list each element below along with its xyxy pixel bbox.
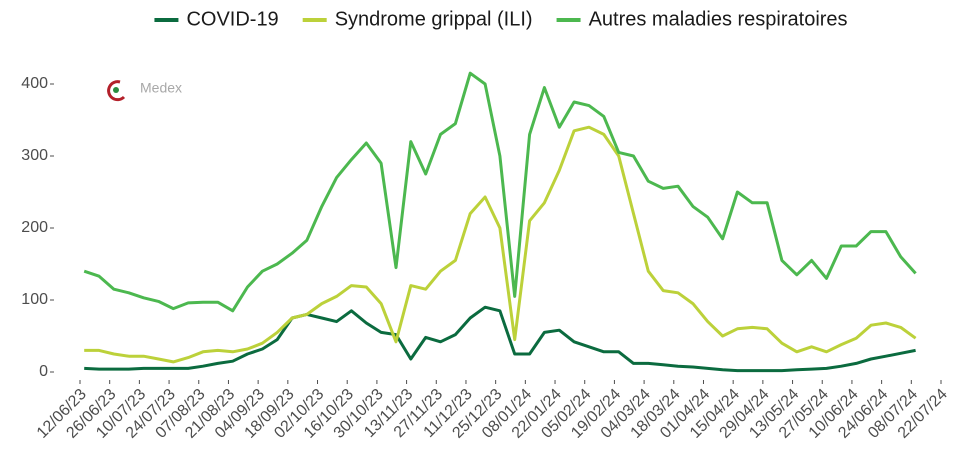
series-line — [83, 71, 917, 313]
series-line — [84, 125, 917, 364]
legend-label: Autres maladies respiratoires — [589, 8, 848, 30]
legend-label: Syndrome grippal (ILI) — [335, 8, 533, 30]
y-tick-label: 100 — [21, 291, 48, 308]
y-tick-label: 400 — [21, 75, 48, 92]
y-tick-label: 0 — [39, 363, 48, 380]
legend: COVID-19 Syndrome grippal (ILI) Autres mal… — [154, 8, 848, 30]
legend-label: COVID-19 — [186, 8, 278, 30]
series-line — [84, 305, 916, 373]
y-tick-label: 200 — [21, 219, 48, 236]
logo-dot — [113, 87, 119, 93]
logo: Medex — [107, 80, 182, 102]
y-tick-label: 300 — [21, 147, 48, 164]
logo-text: Medex — [140, 80, 182, 96]
logo-arc — [107, 80, 126, 102]
